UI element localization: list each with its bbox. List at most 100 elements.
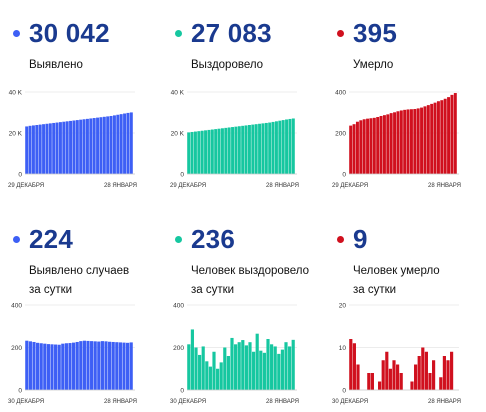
- bar: [86, 340, 90, 390]
- bar: [262, 352, 266, 390]
- bar: [61, 343, 65, 390]
- bar: [214, 129, 218, 174]
- bar: [247, 125, 251, 174]
- bar: [291, 118, 295, 174]
- bar: [79, 341, 83, 390]
- bar: [62, 121, 66, 174]
- bar: [270, 344, 274, 390]
- bar: [210, 129, 214, 174]
- bar: [356, 364, 360, 390]
- y-tick-label: 10: [339, 345, 347, 352]
- bar: [126, 342, 130, 390]
- bar: [129, 112, 133, 174]
- y-tick-label: 20: [339, 303, 347, 310]
- bar: [230, 337, 234, 390]
- bar: [349, 339, 353, 390]
- bar: [65, 121, 69, 174]
- stat-value: 236: [191, 224, 235, 254]
- bar: [366, 118, 370, 174]
- bar: [261, 123, 265, 174]
- y-tick-label: 40 K: [9, 90, 23, 97]
- bar: [234, 126, 238, 174]
- x-end-label: 28 ЯНВАРЯ: [266, 399, 299, 405]
- bar: [112, 115, 116, 174]
- bar: [443, 98, 447, 174]
- bar: [190, 131, 194, 174]
- bar: [190, 329, 194, 390]
- stat-label-line1: Человек выздоровело: [191, 265, 310, 277]
- bar: [85, 118, 89, 174]
- bar: [424, 351, 428, 390]
- bar: [54, 344, 58, 390]
- bar: [442, 356, 446, 390]
- bar-chart: 0 10 20 30 ДЕКАБРЯ 28 ЯНВАРЯ: [332, 303, 461, 406]
- bar: [382, 115, 386, 174]
- bar: [25, 126, 29, 174]
- stat-label: Выздоровело: [191, 56, 321, 75]
- stat-label: Умерло: [353, 56, 483, 75]
- y-tick-label: 0: [180, 388, 184, 395]
- stat-value: 27 083: [191, 18, 272, 48]
- y-tick-label: 200: [335, 131, 346, 138]
- bar: [259, 350, 263, 390]
- bar: [352, 124, 356, 174]
- bar: [82, 340, 86, 390]
- bar: [288, 346, 292, 390]
- bar: [115, 342, 119, 390]
- bar: [55, 122, 59, 174]
- x-end-label: 28 ЯНВАРЯ: [266, 183, 299, 189]
- bar: [102, 116, 106, 174]
- bar: [75, 120, 79, 174]
- bar: [278, 120, 282, 174]
- bar: [39, 343, 43, 390]
- bar: [241, 125, 245, 174]
- bar: [414, 364, 418, 390]
- bar-chart: 0 20 K 40 K 29 ДЕКАБРЯ 28 ЯНВАРЯ: [8, 90, 137, 190]
- bar: [216, 368, 220, 390]
- bar: [389, 113, 393, 174]
- bar: [430, 103, 434, 174]
- panel-recovered: 27 083 Выздоровело 0 20 K 40 K 29 ДЕКАБРЯ 28 Я…: [162, 0, 322, 206]
- bar-chart: 0 200 400 30 ДЕКАБРЯ 28 ЯНВАРЯ: [170, 303, 299, 406]
- bar: [417, 356, 421, 390]
- bar: [349, 125, 353, 174]
- bar: [450, 351, 454, 390]
- stat-value: 224: [29, 224, 73, 254]
- stat-label-line2: за сутки: [353, 284, 397, 296]
- bar: [370, 373, 374, 390]
- x-end-label: 28 ЯНВАРЯ: [428, 183, 461, 189]
- bar: [46, 344, 50, 390]
- stat-value: 30 042: [29, 18, 110, 48]
- y-tick-label: 0: [342, 172, 346, 179]
- bar: [93, 341, 97, 390]
- y-tick-label: 0: [180, 172, 184, 179]
- legend-dot: [13, 236, 20, 243]
- bar: [208, 366, 212, 390]
- stat-label-line2: за сутки: [29, 284, 73, 296]
- bar: [244, 125, 248, 174]
- legend-dot: [337, 30, 344, 37]
- bar: [450, 94, 454, 174]
- bar: [254, 124, 258, 174]
- bar: [410, 381, 414, 390]
- bar: [122, 342, 126, 390]
- x-end-label: 28 ЯНВАРЯ: [104, 183, 137, 189]
- bar: [96, 117, 100, 174]
- bar: [97, 341, 101, 390]
- bar: [111, 341, 115, 390]
- bar: [82, 119, 86, 174]
- bar: [268, 122, 272, 174]
- bar: [50, 344, 54, 390]
- bar: [251, 124, 255, 174]
- bar: [399, 373, 403, 390]
- bar: [264, 122, 268, 174]
- stat-label: Человек умерло за сутки: [353, 262, 483, 300]
- stat-label-line1: Умерло: [353, 59, 394, 71]
- bar: [369, 118, 373, 174]
- bar: [281, 120, 285, 174]
- bar: [255, 333, 259, 390]
- bar: [436, 101, 440, 174]
- bar: [234, 344, 238, 390]
- bar: [367, 373, 371, 390]
- bar: [386, 114, 390, 174]
